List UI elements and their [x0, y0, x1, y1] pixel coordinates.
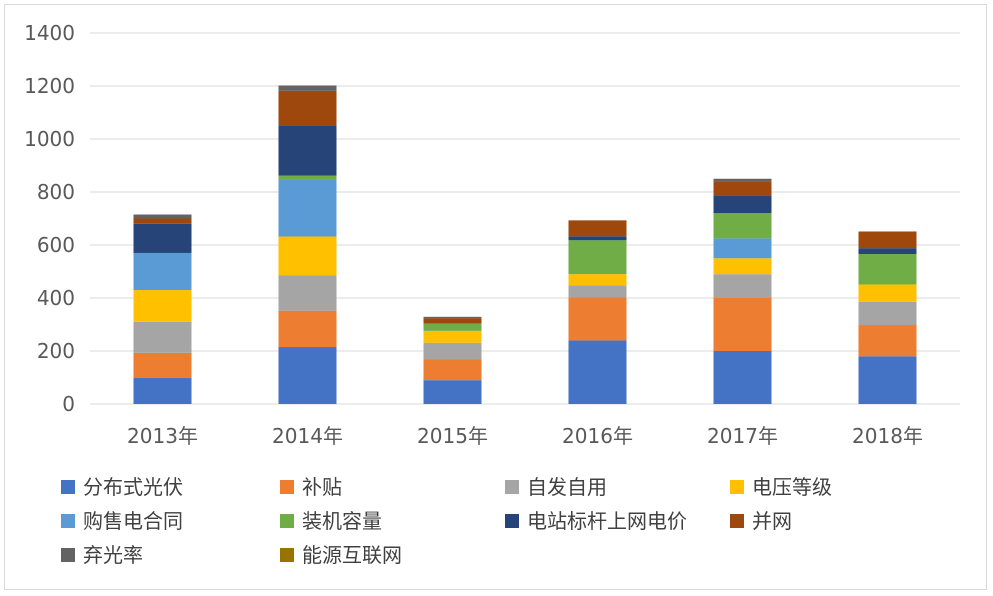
y-tick-label: 1000 — [24, 127, 75, 151]
legend-label: 分布式光伏 — [83, 475, 183, 499]
bar-segment — [568, 340, 627, 404]
bar-segment — [423, 342, 482, 360]
y-tick-label: 0 — [62, 392, 75, 416]
bar-segment — [278, 236, 337, 276]
gridlines — [90, 32, 960, 405]
legend-label: 能源互联网 — [302, 543, 402, 567]
bar-segment — [858, 301, 917, 326]
legend-label: 弃光率 — [83, 543, 143, 567]
bar-segment — [858, 254, 917, 285]
legend-label: 电站标杆上网电价 — [527, 509, 687, 533]
legend-swatch — [505, 480, 519, 494]
y-tick-label: 400 — [37, 286, 75, 310]
y-tick-labels: 0 200 400 600 800 1000 1200 1400 — [24, 21, 75, 416]
bar-segment — [133, 352, 192, 379]
legend-swatch — [61, 514, 75, 528]
x-tick-label: 2018年 — [852, 424, 923, 448]
legend-swatch — [730, 480, 744, 494]
bar-segment — [133, 378, 192, 404]
bar-segment — [278, 85, 337, 91]
x-tick-label: 2016年 — [562, 424, 633, 448]
bar-segment — [278, 310, 337, 348]
bar-segment — [423, 380, 482, 404]
bar-segment — [133, 290, 192, 322]
bar-segment — [278, 175, 337, 180]
bar-segment — [713, 181, 772, 196]
bar-segment — [713, 195, 772, 214]
bar-segment — [278, 347, 337, 404]
legend-swatch — [505, 514, 519, 528]
bar-segment — [568, 274, 627, 286]
bar-segment — [423, 323, 482, 331]
bar-segment — [568, 236, 627, 241]
legend-label: 并网 — [752, 509, 792, 533]
y-tick-label: 1400 — [24, 21, 75, 45]
bar-segment — [133, 321, 192, 353]
bar-segment — [278, 275, 337, 311]
bar-segment — [423, 316, 482, 319]
legend-swatch — [61, 548, 75, 562]
x-tick-label: 2014年 — [272, 424, 343, 448]
bar-segment — [713, 274, 772, 298]
bar-segment — [423, 318, 482, 324]
legend-label: 装机容量 — [302, 509, 382, 533]
bar-segment — [858, 356, 917, 404]
bar-segment — [713, 351, 772, 404]
legend-swatch — [730, 514, 744, 528]
legend-label: 自发自用 — [527, 475, 607, 499]
x-tick-label: 2013年 — [127, 424, 198, 448]
legend-swatch — [61, 480, 75, 494]
bar-segment — [858, 284, 917, 302]
bar-segment — [423, 330, 482, 343]
y-tick-label: 600 — [37, 233, 75, 257]
bar-segment — [133, 218, 192, 224]
x-tick-label: 2015年 — [417, 424, 488, 448]
bar-segment — [423, 359, 482, 381]
bars — [133, 85, 917, 404]
bar-segment — [568, 220, 627, 237]
bar-segment — [278, 125, 337, 176]
bar-segment — [858, 248, 917, 255]
bar-segment — [713, 178, 772, 182]
bar-segment — [858, 325, 917, 357]
legend-label: 补贴 — [302, 475, 342, 499]
legend-swatch — [280, 514, 294, 528]
legend-label: 购售电合同 — [83, 509, 183, 533]
legend-swatch — [280, 548, 294, 562]
y-tick-label: 800 — [37, 180, 75, 204]
bar-segment — [568, 240, 627, 275]
bar-segment — [713, 258, 772, 275]
y-tick-label: 1200 — [24, 74, 75, 98]
bar-segment — [713, 238, 772, 259]
bar-segment — [278, 90, 337, 126]
legend-swatch — [280, 480, 294, 494]
bar-segment — [133, 223, 192, 253]
bar-segment — [133, 252, 192, 291]
bar-segment — [568, 297, 627, 341]
bar-segment — [133, 214, 192, 219]
bar-segment — [713, 297, 772, 351]
x-tick-label: 2017年 — [707, 424, 778, 448]
bar-segment — [858, 231, 917, 249]
bar-segment — [713, 213, 772, 239]
y-tick-label: 200 — [37, 339, 75, 363]
bar-segment — [568, 285, 627, 298]
legend-label: 电压等级 — [752, 475, 832, 499]
x-tick-labels: 2013年 2014年 2015年 2016年 2017年 2018年 — [127, 424, 923, 448]
bar-segment — [278, 179, 337, 237]
